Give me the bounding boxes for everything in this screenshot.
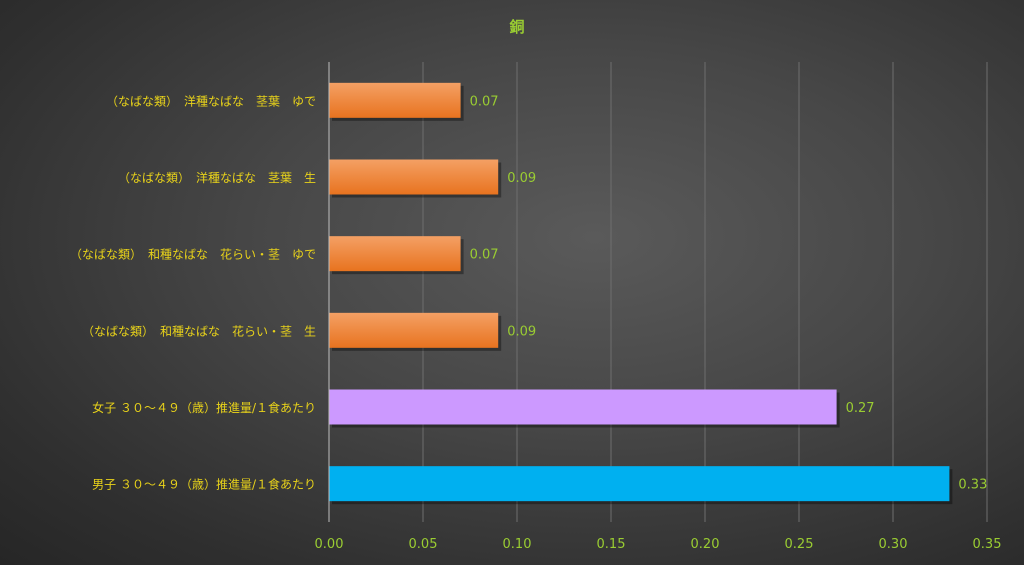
bar — [329, 159, 499, 195]
data-label: 0.27 — [846, 401, 875, 416]
data-label: 0.09 — [507, 171, 536, 186]
x-tick-label: 0.30 — [879, 537, 908, 552]
category-label: （なばな類） 和種なばな 花らい・茎 生 — [82, 323, 316, 338]
bar — [329, 466, 950, 502]
x-tick-label: 0.25 — [785, 537, 814, 552]
x-tick-label: 0.00 — [315, 537, 344, 552]
bar — [329, 312, 499, 348]
labels: 0.00 0.05 0.10 0.15 0.20 0.25 0.30 0.35 0.07 （なばな… — [70, 93, 1001, 552]
chart-title: 銅 — [509, 18, 525, 36]
data-label: 0.07 — [470, 248, 499, 263]
grid-lines — [422, 62, 988, 522]
bar — [329, 236, 461, 272]
x-tick-label: 0.05 — [409, 537, 438, 552]
bar — [329, 389, 837, 425]
bars — [329, 82, 953, 505]
category-label: 女子 ３０～４９（歳）推進量/１食あたり — [92, 400, 316, 415]
category-label: （なばな類） 洋種なばな 茎葉 ゆで — [106, 93, 316, 108]
category-label: （なばな類） 和種なばな 花らい・茎 ゆで — [70, 247, 316, 262]
category-label: （なばな類） 洋種なばな 茎葉 生 — [118, 170, 316, 185]
category-label: 男子 ３０～４９（歳）推進量/１食あたり — [92, 477, 316, 492]
x-tick-label: 0.15 — [597, 537, 626, 552]
data-label: 0.07 — [470, 94, 499, 109]
data-label: 0.09 — [507, 324, 536, 339]
x-tick-label: 0.20 — [691, 537, 720, 552]
data-label: 0.33 — [958, 478, 987, 493]
x-tick-label: 0.35 — [973, 537, 1002, 552]
x-tick-label: 0.10 — [503, 537, 532, 552]
bar — [329, 82, 461, 118]
